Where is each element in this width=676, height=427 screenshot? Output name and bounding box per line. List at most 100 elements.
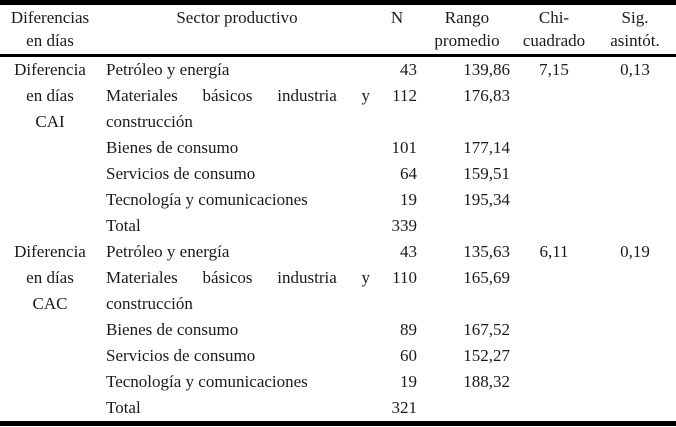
header-n: N bbox=[374, 2, 420, 57]
sig-asintot-cell: 0,19 bbox=[620, 242, 650, 261]
table-row: Servicios de consumo 64 159,51 bbox=[0, 161, 676, 187]
chi-cuadrado-cell bbox=[514, 395, 594, 424]
n-cell: 89 bbox=[400, 320, 417, 339]
rango-promedio-cell: 167,52 bbox=[463, 320, 510, 339]
sig-asintot-cell bbox=[594, 135, 676, 161]
sig-asintot-cell bbox=[594, 369, 676, 395]
sector-cell: Petróleo y energía bbox=[106, 242, 230, 261]
header-line: Diferencias bbox=[10, 8, 90, 27]
group-label-line: en días bbox=[26, 86, 74, 105]
sig-asintot-cell bbox=[594, 265, 676, 317]
table-row: Total 339 bbox=[0, 213, 676, 239]
chi-cuadrado-cell bbox=[514, 135, 594, 161]
sector-cell: Servicios de consumo bbox=[106, 346, 256, 365]
chi-cuadrado-cell: 6,11 bbox=[539, 242, 569, 261]
sector-cell: Bienes de consumo bbox=[106, 320, 239, 339]
header-line: promedio bbox=[434, 31, 500, 50]
n-cell: 60 bbox=[400, 346, 417, 365]
sig-asintot-cell bbox=[594, 213, 676, 239]
sig-asintot-cell bbox=[594, 395, 676, 424]
sector-cell: Petróleo y energía bbox=[106, 60, 230, 79]
header-line: Chi- bbox=[538, 8, 570, 27]
rango-promedio-cell: 195,34 bbox=[463, 190, 510, 209]
sig-asintot-cell: 0,13 bbox=[620, 60, 650, 79]
table-row: Servicios de consumo 60 152,27 bbox=[0, 343, 676, 369]
sector-cell: Bienes de consumo bbox=[106, 138, 239, 157]
header-sector-productivo: Sector productivo bbox=[100, 2, 374, 57]
header-line: asintót. bbox=[610, 31, 660, 50]
n-cell: 339 bbox=[391, 216, 418, 235]
table-row: Bienes de consumo 89 167,52 bbox=[0, 317, 676, 343]
sector-cell: Materiales básicos industria y construcc… bbox=[106, 86, 370, 131]
rango-promedio-cell bbox=[420, 213, 514, 239]
table-row: Diferencia en días CAI Petróleo y energí… bbox=[0, 56, 676, 131]
rango-promedio-cell: 135,63 bbox=[463, 242, 510, 261]
sig-asintot-cell bbox=[594, 343, 676, 369]
rango-promedio-cell: 159,51 bbox=[463, 164, 510, 183]
table-row: Materiales básicos industria y construcc… bbox=[0, 83, 676, 135]
table-row: Tecnología y comunicaciones 19 195,34 bbox=[0, 187, 676, 213]
n-cell: 321 bbox=[391, 398, 418, 417]
table-row: Bienes de consumo 101 177,14 bbox=[0, 135, 676, 161]
sig-asintot-cell bbox=[594, 317, 676, 343]
header-line: cuadrado bbox=[522, 31, 586, 50]
rango-promedio-cell: 188,32 bbox=[463, 372, 510, 391]
header-chi-cuadrado: Chi- cuadrado bbox=[514, 2, 594, 57]
table-row: Tecnología y comunicaciones 19 188,32 bbox=[0, 369, 676, 395]
n-cell: 43 bbox=[400, 242, 417, 261]
header-line: en días bbox=[26, 31, 74, 50]
sector-cell: Tecnología y comunicaciones bbox=[106, 372, 308, 391]
chi-cuadrado-cell bbox=[514, 161, 594, 187]
table-row: Total 321 bbox=[0, 395, 676, 424]
chi-cuadrado-cell bbox=[514, 369, 594, 395]
chi-cuadrado-cell bbox=[514, 343, 594, 369]
sector-cell: Total bbox=[106, 398, 141, 417]
header-line: Sig. bbox=[621, 8, 649, 27]
sig-asintot-cell bbox=[594, 83, 676, 135]
table-row: Materiales básicos industria y construcc… bbox=[0, 265, 676, 317]
n-cell: 110 bbox=[392, 268, 417, 287]
sector-cell: Total bbox=[106, 216, 141, 235]
rango-promedio-cell bbox=[420, 395, 514, 424]
header-rango-promedio: Rango promedio bbox=[420, 2, 514, 57]
sector-cell: Servicios de consumo bbox=[106, 164, 256, 183]
sig-asintot-cell bbox=[594, 187, 676, 213]
chi-cuadrado-cell bbox=[514, 317, 594, 343]
group-label-line: Diferencia bbox=[14, 242, 86, 261]
group-label-line: Diferencia bbox=[14, 60, 86, 79]
n-cell: 101 bbox=[391, 138, 418, 157]
table-body: Diferencia en días CAI Petróleo y energí… bbox=[0, 56, 676, 424]
n-cell: 19 bbox=[400, 190, 417, 209]
group-label-line: CAI bbox=[35, 112, 65, 131]
n-cell: 64 bbox=[400, 164, 417, 183]
chi-cuadrado-cell bbox=[514, 213, 594, 239]
sector-cell: Tecnología y comunicaciones bbox=[106, 190, 308, 209]
group-label-cai: Diferencia en días CAI bbox=[0, 56, 100, 240]
chi-cuadrado-cell bbox=[514, 265, 594, 317]
chi-cuadrado-cell bbox=[514, 83, 594, 135]
n-cell: 112 bbox=[392, 86, 417, 105]
n-cell: 43 bbox=[400, 60, 417, 79]
sector-cell: Materiales básicos industria y construcc… bbox=[106, 268, 370, 313]
header-line: N bbox=[390, 8, 404, 27]
rango-promedio-cell: 152,27 bbox=[463, 346, 510, 365]
header-line: Sector productivo bbox=[176, 8, 298, 27]
table-row: Diferencia en días CAC Petróleo y energí… bbox=[0, 239, 676, 313]
sig-asintot-cell bbox=[594, 161, 676, 187]
n-cell: 19 bbox=[400, 372, 417, 391]
header-sig-asintot: Sig. asintót. bbox=[594, 2, 676, 57]
group-label-line: CAC bbox=[32, 294, 68, 313]
rango-promedio-cell: 176,83 bbox=[463, 86, 510, 105]
chi-cuadrado-cell: 7,15 bbox=[539, 60, 569, 79]
header-line: Rango bbox=[444, 8, 490, 27]
table-header: Diferencias en días Sector productivo N … bbox=[0, 2, 676, 57]
header-diferencias-en-dias: Diferencias en días bbox=[0, 2, 100, 57]
rango-promedio-cell: 165,69 bbox=[463, 268, 510, 287]
header-row: Diferencias en días Sector productivo N … bbox=[0, 2, 676, 57]
rango-promedio-cell: 139,86 bbox=[463, 60, 510, 79]
rango-promedio-cell: 177,14 bbox=[463, 138, 510, 157]
chi-cuadrado-cell bbox=[514, 187, 594, 213]
group-label-cac: Diferencia en días CAC bbox=[0, 239, 100, 424]
group-label-line: en días bbox=[26, 268, 74, 287]
